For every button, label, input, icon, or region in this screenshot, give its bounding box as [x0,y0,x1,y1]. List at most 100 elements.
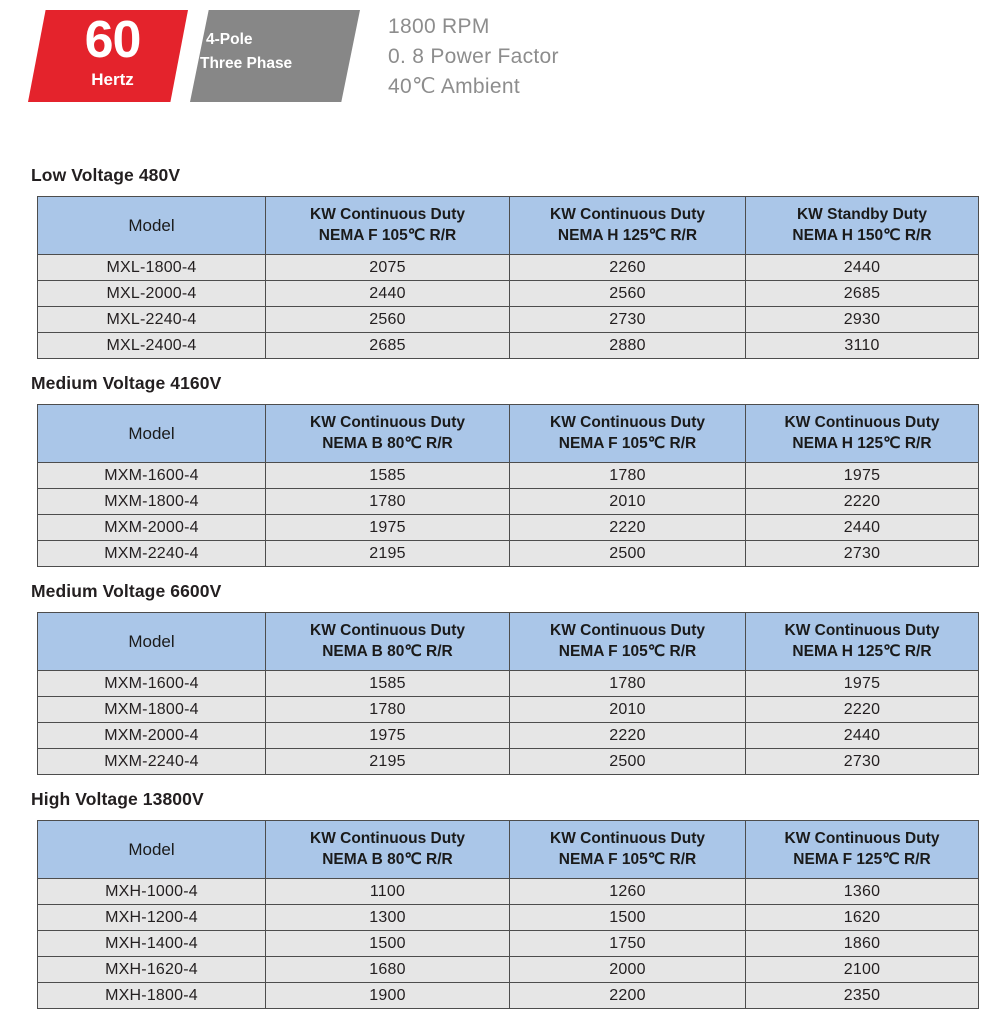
spec-banner: 60 Hertz 4-Pole Three Phase 1800 RPM 0. … [0,0,1005,112]
section-title: Medium Voltage 4160V [31,373,222,393]
table-row: MXL-1800-4 2075 2260 2440 [37,254,979,281]
spec-ambient-temp: 40℃ Ambient [388,75,520,98]
cell-rating-1: 1585 [265,462,510,489]
cell-rating-3: 2220 [745,488,979,515]
table-header-row: Model KW Continuous Duty NEMA B 80℃ R/R … [37,404,979,463]
table-row: MXM-1800-4 1780 2010 2220 [37,488,979,515]
cell-model: MXM-2000-4 [37,514,266,541]
cell-rating-2: 2560 [509,280,746,307]
column-header-rating-1: KW Continuous Duty NEMA B 80℃ R/R [265,404,510,463]
column-header-model: Model [37,612,266,671]
cell-model: MXL-2000-4 [37,280,266,307]
table-row: MXL-2000-4 2440 2560 2685 [37,280,979,307]
column-header-line2: NEMA F 125℃ R/R [793,851,931,868]
column-header-rating-3: KW Continuous Duty NEMA H 125℃ R/R [745,404,979,463]
cell-rating-3: 1975 [745,670,979,697]
cell-model: MXH-1800-4 [37,982,266,1009]
column-header-line2: NEMA B 80℃ R/R [322,643,453,660]
table-row: MXH-1000-4 1100 1260 1360 [37,878,979,905]
cell-rating-1: 2560 [265,306,510,333]
section-medium-voltage-4160v: Medium Voltage 4160V Model KW Continuous… [0,359,1005,567]
cell-rating-1: 1300 [265,904,510,931]
section-title: Medium Voltage 6600V [31,581,222,601]
cell-model: MXH-1400-4 [37,930,266,957]
table-row: MXM-1600-4 1585 1780 1975 [37,462,979,489]
column-header-line2: NEMA H 125℃ R/R [792,643,932,660]
cell-rating-3: 2685 [745,280,979,307]
column-header-rating-3: KW Continuous Duty NEMA F 125℃ R/R [745,820,979,879]
cell-rating-2: 2220 [509,722,746,749]
cell-rating-3: 1360 [745,878,979,905]
cell-model: MXM-2000-4 [37,722,266,749]
cell-rating-1: 1780 [265,696,510,723]
cell-rating-1: 1680 [265,956,510,983]
table-row: MXH-1200-4 1300 1500 1620 [37,904,979,931]
cell-rating-1: 1900 [265,982,510,1009]
table-header-row: Model KW Continuous Duty NEMA B 80℃ R/R … [37,820,979,879]
spec-table: Model KW Continuous Duty NEMA B 80℃ R/R … [37,404,979,567]
column-header-rating-1: KW Continuous Duty NEMA F 105℃ R/R [265,196,510,255]
cell-model: MXH-1200-4 [37,904,266,931]
spec-tables-container: Low Voltage 480V Model KW Continuous Dut… [0,112,1005,1009]
cell-rating-3: 2440 [745,514,979,541]
frequency-badge-text: 60 Hertz [55,12,170,90]
cell-rating-1: 1975 [265,514,510,541]
cell-rating-1: 2075 [265,254,510,281]
cell-model: MXM-1800-4 [37,488,266,515]
cell-rating-2: 1780 [509,670,746,697]
table-row: MXH-1400-4 1500 1750 1860 [37,930,979,957]
cell-rating-2: 2730 [509,306,746,333]
table-row: MXM-2240-4 2195 2500 2730 [37,748,979,775]
column-header-model: Model [37,196,266,255]
column-header-line1: KW Continuous Duty [550,622,705,639]
column-header-line2: NEMA F 105℃ R/R [558,435,697,452]
column-header-line2: NEMA B 80℃ R/R [322,435,453,452]
cell-rating-3: 2730 [745,748,979,775]
column-header-rating-2: KW Continuous Duty NEMA F 105℃ R/R [509,612,746,671]
column-header-line2: NEMA B 80℃ R/R [322,851,453,868]
cell-rating-1: 2195 [265,748,510,775]
cell-rating-3: 1860 [745,930,979,957]
column-header-line1: KW Continuous Duty [550,830,705,847]
column-header-line1: KW Continuous Duty [784,622,940,639]
table-row: MXH-1800-4 1900 2200 2350 [37,982,979,1009]
cell-model: MXH-1000-4 [37,878,266,905]
cell-rating-1: 2685 [265,332,510,359]
column-header-rating-3: KW Standby Duty NEMA H 150℃ R/R [745,196,979,255]
cell-model: MXM-2240-4 [37,540,266,567]
spec-rpm: 1800 RPM [388,15,490,38]
column-header-line1: KW Continuous Duty [310,206,465,223]
spec-table: Model KW Continuous Duty NEMA F 105℃ R/R… [37,196,979,359]
column-header-rating-1: KW Continuous Duty NEMA B 80℃ R/R [265,820,510,879]
cell-rating-3: 2350 [745,982,979,1009]
frequency-badge-red-shape [28,10,188,102]
table-row: MXM-2000-4 1975 2220 2440 [37,514,979,541]
column-header-line1: KW Standby Duty [796,206,928,223]
cell-rating-3: 1975 [745,462,979,489]
cell-rating-2: 2500 [509,748,746,775]
column-header-line1: KW Continuous Duty [550,414,705,431]
column-header-rating-2: KW Continuous Duty NEMA H 125℃ R/R [509,196,746,255]
cell-model: MXL-2400-4 [37,332,266,359]
cell-model: MXM-2240-4 [37,748,266,775]
column-header-line2: NEMA F 105℃ R/R [318,227,457,244]
cell-model: MXM-1800-4 [37,696,266,723]
frequency-value: 60 [84,11,142,69]
cell-rating-2: 2500 [509,540,746,567]
cell-rating-3: 2930 [745,306,979,333]
section-high-voltage-13800v: High Voltage 13800V Model KW Continuous … [0,775,1005,1009]
cell-rating-2: 2260 [509,254,746,281]
cell-rating-2: 2010 [509,488,746,515]
column-header-line2: NEMA H 150℃ R/R [792,227,932,244]
column-header-model: Model [37,404,266,463]
section-low-voltage-480v: Low Voltage 480V Model KW Continuous Dut… [0,112,1005,359]
column-header-line2: NEMA F 105℃ R/R [558,851,697,868]
spec-power-factor: 0. 8 Power Factor [388,45,559,68]
cell-rating-1: 1975 [265,722,510,749]
column-header-line1: KW Continuous Duty [784,414,940,431]
spec-table: Model KW Continuous Duty NEMA B 80℃ R/R … [37,820,979,1009]
column-header-line1: KW Continuous Duty [310,830,465,847]
table-row: MXL-2240-4 2560 2730 2930 [37,306,979,333]
cell-rating-3: 1620 [745,904,979,931]
cell-rating-2: 2200 [509,982,746,1009]
